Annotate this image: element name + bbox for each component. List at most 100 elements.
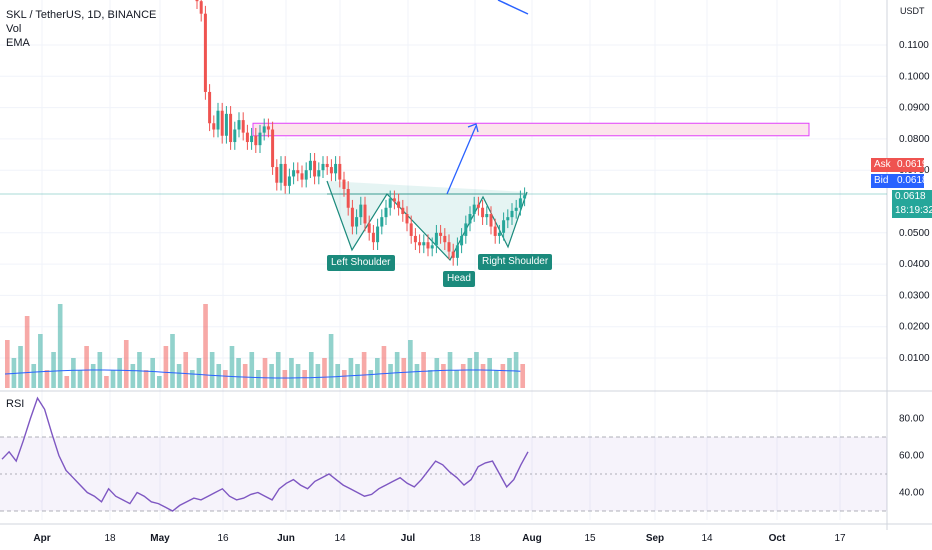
volume-bar xyxy=(44,370,50,388)
bid-label: Bid xyxy=(871,174,894,188)
pattern-outline xyxy=(326,180,528,262)
candle-body xyxy=(451,251,455,258)
volume-bar xyxy=(229,346,235,388)
candle-body xyxy=(313,160,317,177)
candle-body xyxy=(262,126,266,133)
volume-bar xyxy=(487,358,492,388)
volume-bar xyxy=(368,370,374,388)
candle-body xyxy=(367,223,371,233)
candle-body xyxy=(447,242,451,252)
candle-body xyxy=(334,163,338,174)
volume-bar xyxy=(388,364,393,388)
volume-bar xyxy=(282,370,288,388)
candle-body xyxy=(229,113,233,143)
candle-body xyxy=(283,163,287,186)
volume-bar xyxy=(421,352,426,388)
candle-body xyxy=(476,204,480,208)
left-shoulder-label: Left Shoulder xyxy=(327,255,395,271)
candle-body xyxy=(481,207,485,218)
volume-bar xyxy=(249,352,255,388)
candle-body xyxy=(212,123,216,130)
time-tick: May xyxy=(150,533,170,544)
candle-body xyxy=(350,207,354,227)
volume-bar xyxy=(341,370,347,388)
volume-bar xyxy=(315,364,321,388)
volume-bar xyxy=(51,352,56,388)
price-tick: 0.0300 xyxy=(899,290,930,301)
rsi-tick: 40.00 xyxy=(899,488,924,499)
candle-body xyxy=(287,176,291,186)
volume-bar xyxy=(5,340,10,388)
volume-bar xyxy=(64,376,70,388)
time-tick: 15 xyxy=(584,533,596,544)
volume-bar xyxy=(434,358,440,388)
candle-body xyxy=(308,160,312,171)
volume-bar xyxy=(130,364,136,388)
volume-bar xyxy=(176,364,182,388)
candle-body xyxy=(376,226,380,243)
volume-bar xyxy=(460,364,466,388)
volume-bar xyxy=(295,364,301,388)
volume-bar xyxy=(467,358,473,388)
candle-body xyxy=(388,198,392,208)
rsi-line xyxy=(1,396,529,512)
volume-bar xyxy=(375,358,380,388)
volume-bar xyxy=(381,346,387,388)
candle-body xyxy=(384,207,388,218)
bid-value: 0.0618 xyxy=(894,174,928,188)
volume-bar xyxy=(394,352,400,388)
volume-bar xyxy=(24,316,30,388)
time-tick: Aug xyxy=(522,533,541,544)
candle-body xyxy=(254,135,258,146)
price-tick: 0.1100 xyxy=(899,40,929,51)
time-tick: 14 xyxy=(334,533,346,544)
candle-body xyxy=(518,198,522,208)
candle-body xyxy=(329,167,333,174)
volume-bar xyxy=(31,364,37,388)
ema-indicator-label[interactable]: EMA xyxy=(6,37,30,49)
candle-body xyxy=(275,167,279,183)
volume-bar xyxy=(520,364,526,388)
volume-bar xyxy=(156,376,162,388)
volume-bar xyxy=(269,364,274,388)
volume-bar xyxy=(328,334,334,388)
target-arrow xyxy=(446,125,477,195)
candle-body xyxy=(455,245,459,258)
price-tick: 0.0500 xyxy=(899,228,930,239)
candle-body xyxy=(233,129,237,143)
candle-body xyxy=(346,188,350,208)
candle-body xyxy=(413,235,417,243)
volume-bar xyxy=(236,358,241,388)
candle-body xyxy=(296,170,300,174)
volume-bar xyxy=(170,334,175,388)
candle-body xyxy=(195,0,199,2)
bar-countdown: 18:19:32 xyxy=(892,204,932,218)
candle-body xyxy=(523,195,527,199)
candle-body xyxy=(468,214,472,224)
price-tick: 0.0800 xyxy=(899,134,930,145)
volume-bar xyxy=(183,352,189,388)
volume-bar xyxy=(38,334,43,388)
candle-body xyxy=(514,207,518,211)
ask-value: 0.0619 xyxy=(894,158,928,172)
candle-body xyxy=(325,163,329,168)
price-tick: 0.0100 xyxy=(899,353,930,364)
time-tick: 14 xyxy=(701,533,713,544)
candle-body xyxy=(245,132,249,143)
time-tick: Jul xyxy=(401,533,416,544)
candle-body xyxy=(199,1,203,14)
candle-body xyxy=(401,207,405,215)
target-arrowhead xyxy=(467,123,479,133)
volume-bar xyxy=(308,352,314,388)
volume-bar xyxy=(427,370,433,388)
ask-label: Ask xyxy=(871,158,894,172)
time-tick: 16 xyxy=(217,533,229,544)
vol-indicator-label[interactable]: Vol xyxy=(6,23,22,35)
rsi-indicator-label[interactable]: RSI xyxy=(6,398,25,410)
volume-bar xyxy=(361,352,367,388)
volume-bar xyxy=(163,346,169,388)
candle-body xyxy=(258,132,262,146)
volume-bar xyxy=(209,352,215,388)
volume-bar xyxy=(242,364,248,388)
